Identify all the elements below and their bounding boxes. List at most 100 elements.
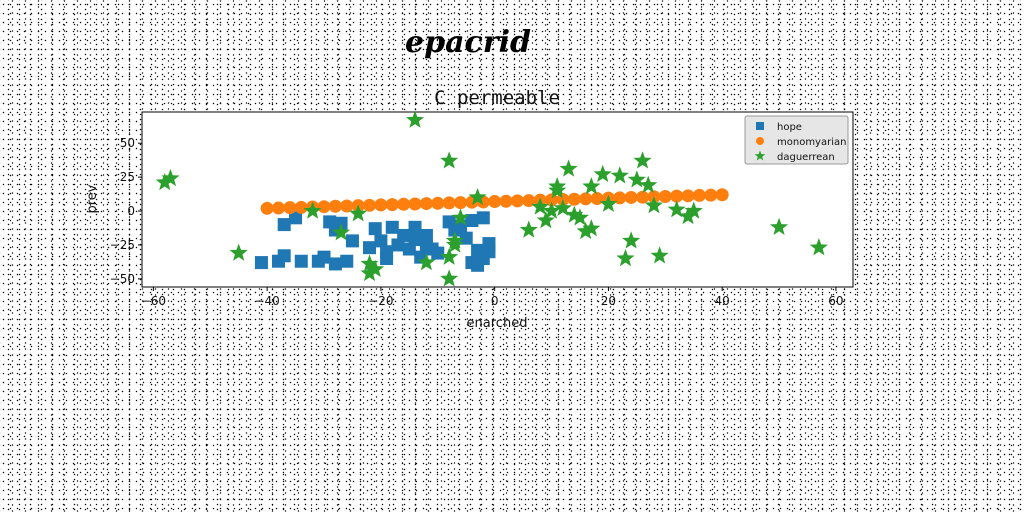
daguerrean-point: [582, 219, 601, 237]
legend-marker-daguerrean: [754, 150, 766, 161]
daguerrean-point: [229, 243, 248, 261]
daguerrean-point: [542, 201, 561, 219]
x-axis-label: enarched: [467, 316, 528, 331]
monomyarian-point: [590, 192, 604, 206]
monomyarian-point: [363, 198, 377, 212]
monomyarian-point: [272, 201, 286, 215]
x-tick-label: 40: [715, 294, 730, 308]
monomyarian-point: [442, 196, 456, 210]
monomyarian-point: [283, 201, 297, 215]
daguerrean-point: [679, 206, 698, 225]
daguerrean-point: [445, 231, 464, 249]
hope-point: [459, 231, 473, 245]
monomyarian-point: [488, 195, 502, 209]
daguerrean-point: [582, 177, 601, 195]
monomyarian-point: [579, 192, 593, 206]
hope-point: [368, 222, 382, 236]
daguerrean-point: [360, 263, 379, 282]
daguerrean-point: [417, 253, 436, 271]
x-tick-label: 20: [601, 294, 616, 308]
daguerrean-point: [684, 201, 703, 219]
monomyarian-point: [454, 196, 468, 210]
monomyarian-point: [374, 198, 388, 212]
y-tick-label: −25: [110, 238, 135, 252]
monomyarian-point: [260, 201, 274, 215]
daguerrean-point: [616, 249, 635, 267]
monomyarian-point: [704, 188, 718, 202]
monomyarian-point: [670, 189, 684, 203]
hope-point: [294, 254, 308, 268]
legend-label-monomyarian: monomyarian: [777, 137, 846, 148]
daguerrean-point: [650, 246, 669, 264]
monomyarian-point: [419, 197, 433, 211]
hope-point: [385, 220, 399, 234]
daguerrean-point: [155, 173, 174, 191]
daguerrean-point: [667, 200, 686, 218]
x-tick-label: 0: [491, 294, 499, 308]
monomyarian-point: [715, 188, 729, 202]
y-tick-label: 25: [120, 170, 135, 184]
monomyarian-point: [510, 194, 524, 208]
hope-point: [482, 237, 496, 251]
data-points: [155, 110, 828, 287]
series-daguerrean: [155, 110, 828, 287]
daguerrean-point: [440, 269, 459, 287]
daguerrean-point: [536, 211, 555, 229]
hope-point: [363, 241, 377, 255]
daguerrean-point: [366, 259, 385, 278]
monomyarian-point: [385, 198, 399, 212]
daguerrean-point: [519, 220, 538, 238]
x-axis: −60 −40 −20 0 20 40 60: [141, 287, 844, 308]
daguerrean-point: [593, 164, 612, 183]
daguerrean-point: [405, 110, 425, 128]
legend: hope monomyarian daguerrean: [744, 115, 849, 165]
series-hope: [254, 211, 496, 272]
monomyarian-point: [522, 194, 536, 208]
legend-marker-monomyarian: [756, 137, 764, 145]
y-tick-label: −50: [110, 272, 135, 286]
hope-point: [431, 246, 445, 260]
daguerrean-point: [610, 166, 629, 184]
monomyarian-point: [545, 193, 559, 207]
daguerrean-point: [161, 168, 180, 187]
hope-point: [277, 249, 291, 263]
monomyarian-point: [499, 194, 513, 208]
monomyarian-point: [613, 191, 627, 205]
legend-label-hope: hope: [777, 122, 802, 133]
daguerrean-point: [332, 223, 351, 241]
daguerrean-point: [440, 247, 459, 265]
legend-box: [744, 115, 849, 165]
chart-title: C permeable: [434, 87, 560, 109]
hope-point: [340, 254, 354, 268]
monomyarian-point: [431, 196, 445, 210]
monomyarian-point: [681, 189, 695, 203]
daguerrean-point: [633, 151, 652, 169]
hope-point: [254, 256, 268, 270]
monomyarian-point: [340, 199, 354, 213]
daguerrean-point: [599, 194, 618, 212]
daguerrean-point: [576, 221, 595, 240]
x-tick-label: −60: [141, 294, 166, 308]
y-tick-label: 50: [120, 136, 135, 150]
legend-marker-hope: [756, 122, 764, 130]
daguerrean-point: [559, 159, 578, 177]
monomyarian-point: [294, 200, 308, 214]
hope-point: [328, 257, 342, 271]
daguerrean-point: [468, 187, 487, 206]
daguerrean-point: [553, 198, 572, 216]
y-axis: −50 −25 0 25 50: [110, 136, 142, 286]
daguerrean-point: [770, 217, 789, 235]
hope-point: [289, 211, 303, 225]
monomyarian-point: [408, 197, 422, 211]
x-tick-label: 60: [828, 294, 843, 308]
y-axis-label: prev: [85, 184, 100, 213]
daguerrean-point: [639, 175, 658, 193]
hope-point: [476, 211, 490, 225]
daguerrean-point: [531, 197, 550, 215]
daguerrean-point: [440, 151, 459, 169]
daguerrean-point: [349, 204, 368, 222]
monomyarian-point: [317, 200, 331, 214]
daguerrean-point: [451, 208, 470, 226]
hope-point: [277, 218, 291, 232]
